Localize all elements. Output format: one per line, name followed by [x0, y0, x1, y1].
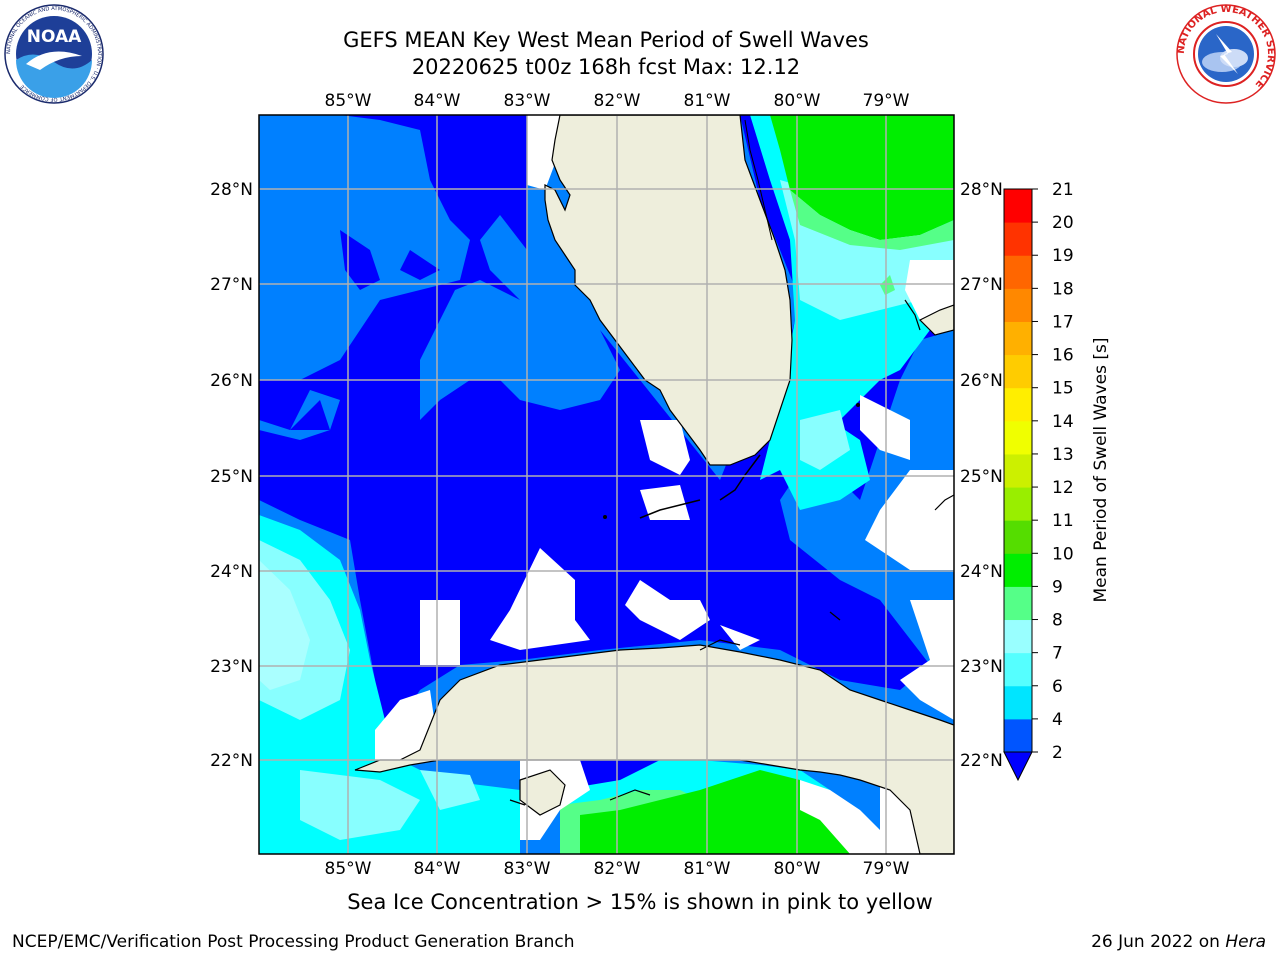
colorbar-tick-label: 21	[1052, 180, 1074, 200]
sea-ice-note: Sea Ice Concentration > 15% is shown in …	[347, 890, 933, 914]
colorbar-tick-label: 9	[1052, 577, 1063, 597]
lon-label-bottom: 81°W	[684, 859, 731, 879]
lon-label-top: 85°W	[325, 91, 372, 111]
lat-label-right: 27°N	[960, 275, 1003, 295]
colorbar-segment	[1004, 354, 1032, 389]
colorbar-tick-label: 2	[1052, 743, 1063, 763]
nws-logo-icon: NATIONAL WEATHER SERVICE	[1176, 4, 1276, 104]
colorbar-extend-arrow	[1003, 751, 1033, 782]
colorbar-tick-label: 6	[1052, 677, 1063, 697]
colorbar-tick-label: 20	[1052, 213, 1074, 233]
lon-label-top: 80°W	[774, 91, 821, 111]
lat-label-right: 26°N	[960, 371, 1003, 391]
lat-label-left: 23°N	[210, 657, 253, 677]
lat-label-right: 24°N	[960, 562, 1003, 582]
colorbar-segment	[1004, 619, 1032, 654]
colorbar-tick-label: 14	[1052, 412, 1074, 432]
colorbar-segment	[1004, 553, 1032, 587]
colorbar-label: Mean Period of Swell Waves [s]	[1091, 338, 1111, 603]
noaa-logo-icon: NOAA NATIONAL OCEANIC AND ATMOSPHERIC AD…	[4, 4, 104, 104]
colorbar-tick-label: 16	[1052, 346, 1074, 366]
colorbar-tick-label: 15	[1052, 379, 1074, 399]
noaa-logo-text: NOAA	[27, 27, 82, 47]
lat-label-left: 28°N	[210, 180, 253, 200]
colorbar-segment	[1004, 255, 1032, 289]
forecast-subtitle: 20220625 t00z 168h fcst Max: 12.12	[411, 55, 801, 79]
colorbar-tick-label: 12	[1052, 478, 1074, 498]
colorbar-tick-label: 19	[1052, 246, 1074, 266]
colorbar-segment	[1004, 420, 1032, 455]
map-title: GEFS MEAN Key West Mean Period of Swell …	[343, 28, 869, 52]
lat-label-right: 28°N	[960, 180, 1003, 200]
lat-label-left: 24°N	[210, 562, 253, 582]
colorbar-segment	[1004, 222, 1032, 256]
map-frame	[258, 114, 955, 855]
footer-date: 26 Jun 2022 on Hera	[1091, 932, 1266, 952]
colorbar-tick-label: 8	[1052, 611, 1063, 631]
colorbar-tick-label: 13	[1052, 445, 1074, 465]
colorbar-segment	[1004, 321, 1032, 356]
colorbar-segment	[1004, 586, 1032, 621]
footer-host: Hera	[1225, 932, 1266, 952]
lat-label-right: 25°N	[960, 467, 1003, 487]
lon-label-bottom: 83°W	[504, 859, 551, 879]
lon-label-top: 82°W	[594, 91, 641, 111]
lat-label-left: 22°N	[210, 751, 253, 771]
colorbar-tick-label: 7	[1052, 644, 1063, 664]
lon-label-bottom: 85°W	[325, 859, 372, 879]
colorbar: 2 4 6 7 8 9 10 11 12 13 14 15 16 17 18 19 20 21	[1003, 180, 1074, 782]
colorbar-segment	[1004, 718, 1032, 753]
lon-label-top: 79°W	[863, 91, 910, 111]
colorbar-segment	[1004, 487, 1032, 521]
lat-label-left: 27°N	[210, 275, 253, 295]
lon-label-bottom: 79°W	[863, 859, 910, 879]
colorbar-tick-label: 4	[1052, 710, 1063, 730]
colorbar-tick-label: 10	[1052, 544, 1074, 564]
lon-label-bottom: 82°W	[594, 859, 641, 879]
colorbar-segment	[1004, 520, 1032, 554]
lon-label-top: 83°W	[504, 91, 551, 111]
axis-labels: 85°W 85°W 84°W 84°W 83°W 83°W 82°W 82°W 81°W 81°W…	[210, 91, 1003, 879]
lon-label-top: 84°W	[414, 91, 461, 111]
lat-lon-gridlines	[259, 115, 954, 854]
colorbar-segment	[1004, 685, 1032, 720]
lon-label-top: 81°W	[684, 91, 731, 111]
colorbar-segment	[1004, 453, 1032, 488]
colorbar-tick-label: 17	[1052, 312, 1074, 332]
colorbar-tick-label: 18	[1052, 279, 1074, 299]
contour-10-11s-north	[770, 115, 954, 240]
lon-label-bottom: 84°W	[414, 859, 461, 879]
colorbar-tick-label: 11	[1052, 511, 1074, 531]
lon-label-bottom: 80°W	[774, 859, 821, 879]
contour-2-4s	[259, 115, 954, 740]
lat-label-right: 22°N	[960, 751, 1003, 771]
colorbar-segment	[1004, 189, 1032, 223]
lat-label-right: 23°N	[960, 657, 1003, 677]
colorbar-segment	[1004, 652, 1032, 687]
lat-label-left: 26°N	[210, 371, 253, 391]
colorbar-segment	[1004, 288, 1032, 322]
lat-label-left: 25°N	[210, 467, 253, 487]
footer-credit: NCEP/EMC/Verification Post Processing Pr…	[12, 932, 575, 952]
colorbar-segment	[1004, 387, 1032, 422]
